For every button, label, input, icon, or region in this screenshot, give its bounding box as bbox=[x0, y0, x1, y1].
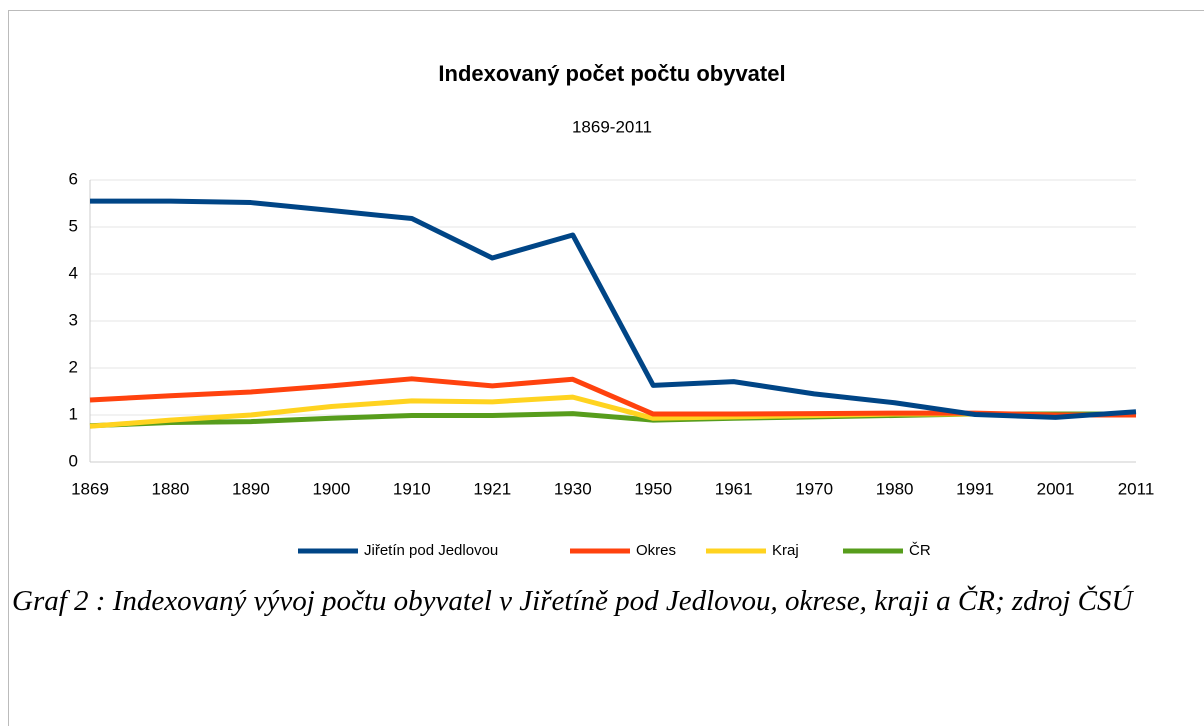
x-tick-label: 1921 bbox=[473, 479, 511, 498]
y-tick-label: 4 bbox=[69, 263, 78, 282]
x-tick-label: 1970 bbox=[795, 479, 833, 498]
x-tick-label: 1980 bbox=[876, 479, 914, 498]
x-tick-label: 2001 bbox=[1037, 479, 1075, 498]
legend-label: Jiřetín pod Jedlovou bbox=[364, 542, 498, 559]
caption: Graf 2 : Indexovaný vývoj počtu obyvatel… bbox=[12, 585, 1133, 617]
x-tick-label: 1950 bbox=[634, 479, 672, 498]
x-tick-label: 2011 bbox=[1118, 479, 1155, 498]
legend-label: Okres bbox=[636, 542, 676, 559]
y-tick-label: 3 bbox=[69, 310, 78, 329]
x-tick-label: 1900 bbox=[312, 479, 350, 498]
x-tick-label: 1991 bbox=[956, 479, 994, 498]
chart: Indexovaný počet počtu obyvatel 1869-201… bbox=[69, 61, 1155, 559]
frame bbox=[8, 10, 1204, 726]
y-tick-label: 1 bbox=[69, 404, 78, 423]
chart-subtitle: 1869-2011 bbox=[572, 117, 652, 136]
x-tick-label: 1880 bbox=[152, 479, 190, 498]
chart-title: Indexovaný počet počtu obyvatel bbox=[438, 61, 785, 86]
x-tick-label: 1910 bbox=[393, 479, 431, 498]
y-tick-label: 2 bbox=[69, 357, 78, 376]
y-tick-label: 6 bbox=[69, 169, 78, 188]
legend-label: ČR bbox=[909, 542, 931, 559]
x-tick-label: 1890 bbox=[232, 479, 270, 498]
y-tick-label: 5 bbox=[69, 216, 78, 235]
x-tick-label: 1961 bbox=[715, 479, 753, 498]
x-tick-label: 1930 bbox=[554, 479, 592, 498]
legend-label: Kraj bbox=[772, 542, 799, 559]
series-line bbox=[90, 198, 1137, 420]
x-tick-label: 1869 bbox=[71, 479, 109, 498]
y-tick-label: 0 bbox=[69, 451, 78, 470]
